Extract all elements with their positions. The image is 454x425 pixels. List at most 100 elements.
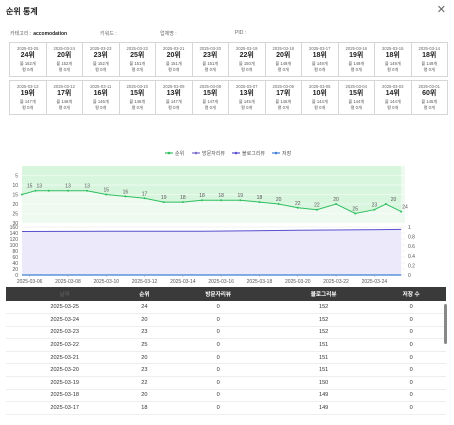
rank-card[interactable]: 2025-03-21 20위 블 151개 평 0개	[155, 42, 193, 77]
rank-card-blog: 블 147개	[165, 98, 182, 104]
rank-data-label: 20	[276, 197, 282, 203]
rank-card[interactable]: 2025-03-22 25위 블 151개 평 0개	[118, 42, 156, 77]
left-axis-tick: 40	[12, 261, 18, 267]
table-header-cell[interactable]: 방문자리뷰	[165, 287, 271, 301]
rank-card-save: 평 0개	[241, 104, 253, 110]
rank-card[interactable]: 2025-03-04 15위 블 144개 평 0개	[337, 80, 375, 115]
rank-card[interactable]: 2025-03-25 24위 블 152개 평 0개	[9, 42, 47, 77]
rank-card-save: 평 0개	[22, 104, 34, 110]
rank-card-date: 2025-03-08	[199, 84, 221, 89]
table-scrollbar[interactable]	[444, 304, 447, 344]
rank-card-rank: 20위	[57, 52, 72, 60]
rank-card[interactable]: 2025-03-08 15위 블 147개 평 0개	[191, 80, 229, 115]
rank-card[interactable]: 2025-03-11 16위 블 146개 평 0개	[82, 80, 120, 115]
rank-card-blog: 블 149개	[384, 60, 401, 66]
right-axis-tick: 1	[408, 225, 411, 231]
rank-card-save: 평 0개	[314, 66, 326, 72]
table-cell: 152	[270, 313, 377, 327]
rank-card-blog: 블 146개	[92, 98, 109, 104]
right-axis-tick: 0.8	[408, 235, 415, 241]
rank-card-rank: 15위	[203, 90, 218, 98]
left-axis-tick: 100	[10, 243, 19, 249]
rank-card-blog: 블 152개	[19, 60, 36, 66]
rank-card-rank: 24위	[20, 52, 35, 60]
x-axis-tick: 2025-03-16	[208, 279, 234, 285]
rank-axis-tick: 15	[12, 193, 18, 199]
legend-marker	[274, 151, 278, 155]
rank-axis-tick: 10	[12, 183, 18, 189]
x-axis-tick: 2025-03-20	[285, 279, 311, 285]
left-axis-tick: 0	[15, 273, 18, 279]
rank-series-line	[21, 190, 402, 215]
table-cell: 0	[376, 301, 446, 315]
legend-marker	[194, 151, 198, 155]
rank-card-date: 2025-03-19	[236, 46, 258, 51]
stats-table-wrap: 날짜 순위 방문자리뷰 블로그리뷰 저장 수 2025-03-25 24 0 152 0 2025…	[6, 287, 446, 415]
x-axis-tick: 2025-03-18	[247, 279, 273, 285]
rank-card-date: 2025-03-16	[345, 46, 367, 51]
table-header-cell[interactable]: 블로그리뷰	[270, 287, 377, 301]
rank-card[interactable]: 2025-03-23 23위 블 152개 평 0개	[82, 42, 120, 77]
rank-card-save: 평 0개	[277, 104, 289, 110]
rank-card[interactable]: 2025-03-17 18위 블 149개 평 0개	[301, 42, 339, 77]
rank-card[interactable]: 2025-03-24 20위 블 152개 평 0개	[45, 42, 83, 77]
rank-card[interactable]: 2025-03-18 20위 블 149개 평 0개	[264, 42, 302, 77]
table-cell: 22	[123, 376, 166, 390]
rank-card[interactable]: 2025-03-16 19위 블 149개 평 0개	[337, 42, 375, 77]
table-header-cell[interactable]: 저장 수	[376, 287, 446, 301]
pid-meta: PID :	[235, 30, 248, 36]
table-cell: 2025-03-25	[6, 301, 124, 315]
rank-card-save: 평 0개	[387, 104, 399, 110]
rank-card-date: 2025-03-23	[90, 46, 112, 51]
rank-card-blog: 블 145개	[275, 98, 292, 104]
rank-card[interactable]: 2025-03-13 19위 블 147개 평 0개	[9, 80, 47, 115]
rank-data-label: 20	[333, 197, 339, 203]
table-cell: 24	[123, 301, 166, 315]
rank-card[interactable]: 2025-03-10 15위 블 146개 평 0개	[118, 80, 156, 115]
rank-card[interactable]: 2025-03-01 60위 블 145개 평 0개	[410, 80, 448, 115]
rank-card[interactable]: 2025-03-05 10위 블 144개 평 0개	[301, 80, 339, 115]
rank-card-rank: 23위	[203, 52, 218, 60]
rank-card[interactable]: 2025-03-12 17위 블 146개 평 0개	[45, 80, 83, 115]
rank-card-rank: 14위	[385, 90, 400, 98]
rank-card-rank: 22위	[239, 52, 254, 60]
rank-card[interactable]: 2025-03-07 13위 블 145개 평 0개	[228, 80, 266, 115]
rank-card[interactable]: 2025-03-03 14위 블 144개 평 0개	[374, 80, 412, 115]
rank-card-blog: 블 144개	[348, 98, 365, 104]
rank-point	[66, 189, 69, 192]
table-cell: 0	[376, 313, 446, 327]
legend-label: 방문자리뷰	[202, 150, 225, 157]
table-cell: 151	[270, 338, 377, 352]
rank-card-row-2: 2025-03-13 19위 블 147개 평 0개 2025-03-12 17위 블 14…	[9, 80, 448, 115]
rank-area-fill	[22, 166, 402, 214]
rank-card[interactable]: 2025-03-15 18위 블 149개 평 0개	[374, 42, 412, 77]
rank-card[interactable]: 2025-03-09 13위 블 147개 평 0개	[155, 80, 193, 115]
table-row: 2025-03-23 23 0 152 0	[6, 326, 446, 340]
rank-card[interactable]: 2025-03-20 23위 블 151개 평 0개	[191, 42, 229, 77]
table-cell: 2025-03-21	[6, 351, 124, 365]
dialog-header: 순위 통계 ✕	[0, 0, 454, 22]
rank-card-save: 평 0개	[350, 104, 362, 110]
rank-card[interactable]: 2025-03-06 17위 블 145개 평 0개	[264, 80, 302, 115]
rank-axis-tick: 20	[12, 202, 18, 208]
company-meta: 업체명 :	[160, 30, 179, 37]
table-cell: 0	[376, 326, 446, 340]
table-header-cell[interactable]: 순위	[123, 287, 166, 301]
rank-point	[384, 203, 387, 205]
table-cell: 0	[376, 376, 446, 390]
rank-card-rank: 19위	[349, 52, 364, 60]
rank-card[interactable]: 2025-03-14 18위 블 149개 평 0개	[410, 42, 448, 77]
rank-card-save: 평 0개	[58, 66, 70, 72]
rank-point	[181, 201, 184, 204]
close-icon[interactable]: ✕	[436, 4, 446, 16]
table-cell: 149	[270, 389, 377, 403]
table-header-cell[interactable]: 날짜	[6, 287, 124, 301]
rank-card[interactable]: 2025-03-19 22위 블 150개 평 0개	[228, 42, 266, 77]
keyword-label: 키워드 :	[100, 31, 117, 37]
rank-data-label: 15	[27, 184, 33, 190]
rank-card-date: 2025-03-01	[418, 84, 440, 89]
legend-marker	[167, 151, 171, 155]
blog-series-line	[21, 228, 402, 232]
rank-card-date: 2025-03-06	[272, 84, 294, 89]
rank-card-blog: 블 149개	[348, 60, 365, 66]
